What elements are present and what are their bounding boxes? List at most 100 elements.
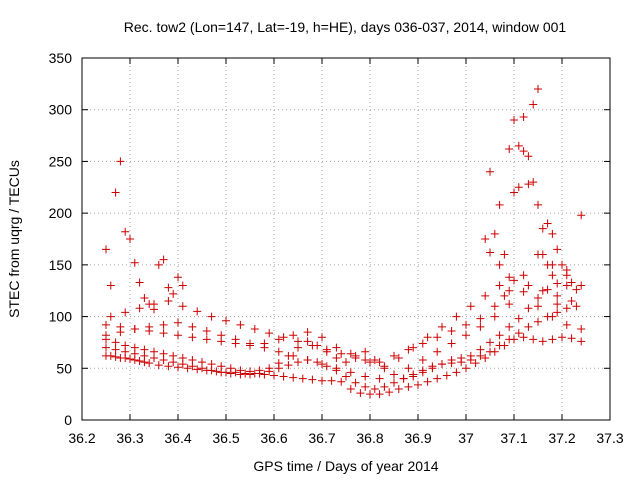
data-point (332, 364, 341, 373)
plot-frame (81, 57, 611, 421)
data-point (505, 145, 514, 154)
data-point (366, 390, 374, 399)
x-tick-label: 36.5 (212, 430, 239, 446)
data-point (577, 324, 586, 333)
data-point (577, 281, 586, 290)
data-point (318, 360, 326, 369)
data-point (476, 314, 485, 323)
x-axis-label: GPS time / Days of year 2014 (253, 458, 438, 474)
data-point (318, 376, 326, 385)
x-tick-label: 36.3 (116, 430, 143, 446)
data-point (342, 358, 350, 367)
data-point (572, 302, 581, 311)
data-point (169, 289, 178, 298)
data-point (140, 293, 149, 302)
data-point (130, 343, 139, 352)
data-point (174, 318, 182, 327)
data-point (519, 147, 528, 156)
data-point (553, 308, 562, 317)
data-point (346, 349, 355, 358)
data-point (534, 200, 542, 209)
data-point (375, 358, 384, 367)
data-point (481, 353, 490, 362)
data-point (495, 200, 504, 209)
data-point (164, 362, 173, 371)
data-point (375, 374, 384, 383)
data-point (385, 388, 394, 397)
data-point (562, 281, 571, 290)
data-point (250, 324, 259, 333)
data-point (433, 374, 442, 383)
data-point (198, 358, 206, 367)
data-point (346, 368, 355, 377)
data-point (457, 353, 466, 362)
data-point (490, 229, 499, 238)
data-point (394, 384, 403, 393)
data-point (524, 281, 533, 290)
data-point (106, 281, 115, 290)
data-point (562, 320, 571, 329)
data-point (529, 335, 538, 344)
data-point (538, 286, 547, 295)
data-point (351, 353, 360, 362)
data-point (111, 345, 120, 354)
y-tick-label: 0 (64, 412, 72, 428)
data-point (370, 356, 379, 365)
data-point (414, 380, 422, 389)
data-point (231, 368, 240, 377)
data-point (500, 291, 509, 300)
data-point (193, 365, 202, 374)
data-point (486, 338, 494, 347)
data-point (553, 279, 562, 288)
data-point (404, 364, 413, 373)
x-tick-label: 37.1 (500, 430, 527, 446)
data-point (231, 335, 240, 344)
data-point (308, 341, 317, 350)
data-point (111, 338, 120, 347)
data-point (423, 377, 432, 386)
data-point (102, 343, 110, 352)
data-point (318, 333, 326, 342)
data-point (361, 347, 370, 356)
data-point (361, 382, 370, 391)
data-point (327, 376, 336, 385)
data-point (394, 353, 403, 362)
data-point (351, 378, 360, 387)
x-tick-label: 37.3 (596, 430, 623, 446)
data-point (548, 271, 557, 280)
data-point (102, 245, 110, 254)
data-point (409, 343, 418, 352)
data-point (274, 335, 283, 344)
data-point (534, 302, 542, 311)
data-point (169, 351, 178, 360)
data-point (519, 287, 528, 296)
data-point (495, 260, 504, 269)
data-point (202, 335, 211, 344)
data-point (174, 363, 182, 372)
data-point (116, 328, 125, 337)
data-point (159, 255, 168, 264)
data-point (284, 361, 293, 370)
data-point (505, 286, 514, 295)
data-point (538, 224, 547, 233)
data-point (145, 300, 154, 309)
data-point (553, 245, 562, 254)
data-point (241, 369, 250, 378)
data-point (150, 347, 158, 356)
data-point (567, 334, 576, 343)
data-point (279, 372, 288, 381)
data-point (130, 324, 139, 333)
data-point (529, 178, 538, 187)
y-tick-label: 100 (49, 309, 73, 325)
data-point (366, 358, 374, 367)
x-tick-label: 36.6 (260, 430, 287, 446)
data-point (294, 337, 302, 346)
data-point (274, 359, 283, 368)
data-point (514, 329, 523, 338)
y-tick-label: 350 (49, 50, 73, 66)
data-point (106, 312, 115, 321)
data-point (486, 347, 494, 356)
data-point (481, 235, 490, 243)
data-point (121, 308, 130, 317)
data-point (514, 141, 523, 150)
